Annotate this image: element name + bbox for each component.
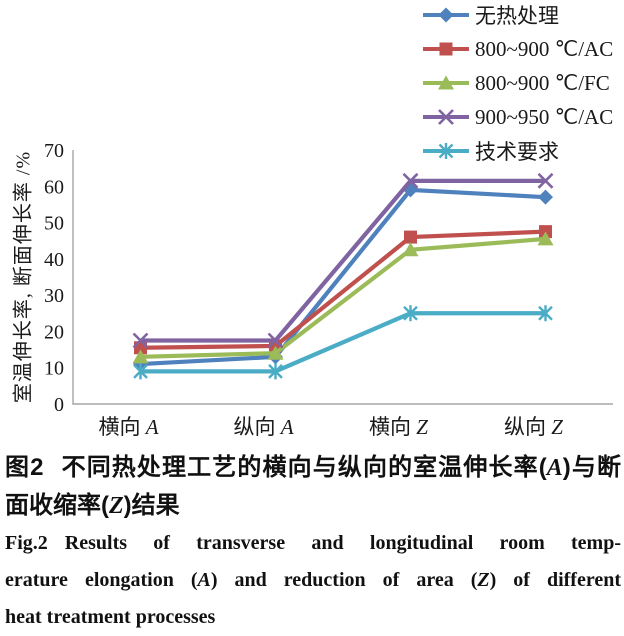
caption-text-segment: A [546, 455, 563, 481]
caption-en-line1: Fig.2 Results of transverse and longitudi… [5, 525, 621, 562]
caption-en-line3: heat treatment processes [5, 599, 621, 636]
y-tick-label: 10 [44, 358, 64, 380]
y-tick-label: 70 [44, 140, 64, 162]
x-tick-label: 纵向 A [233, 415, 293, 439]
triangle-marker-icon [423, 75, 469, 90]
caption-text-segment: 面收缩率( [5, 492, 109, 519]
diamond-marker-icon [423, 7, 469, 23]
y-axis-title: 室温伸长率, 断面伸长率 /% [12, 150, 35, 404]
y-tick-label: 60 [44, 176, 64, 198]
legend-item: 800~900 ℃/AC [422, 36, 613, 62]
caption-text-segment: 不同热处理工艺的横向与纵向的室温伸长率( [60, 454, 547, 481]
y-tick-label: 50 [44, 213, 64, 235]
legend-label: 无热处理 [475, 4, 559, 28]
asterisk-marker-icon [423, 143, 469, 159]
caption-zh-line2: 面收缩率(Z)结果 [5, 487, 621, 525]
caption-en-line2: erature elongation (A) and reduction of … [5, 562, 621, 599]
legend-label: 技术要求 [475, 140, 559, 164]
caption-text-segment: A [197, 569, 211, 591]
y-tick-label: 0 [54, 394, 64, 416]
series-triangle [132, 231, 554, 364]
square-marker-icon [423, 42, 469, 56]
x-tick-label: 横向 Z [369, 415, 428, 439]
figure-caption: 图2 不同热处理工艺的横向与纵向的室温伸长率(A)与断 面收缩率(Z)结果 Fig.2… [5, 449, 621, 636]
caption-text-segment: ) of different [489, 569, 621, 591]
legend-item: 800~900 ℃/FC [422, 70, 613, 96]
caption-text-segment: erature elongation ( [5, 569, 198, 591]
legend-label: 800~900 ℃/FC [475, 70, 610, 95]
legend-item: 技术要求 [422, 138, 613, 164]
caption-text-segment: Results of transverse and longitudinal r… [64, 532, 621, 554]
caption-text-segment: )结果 [123, 492, 180, 519]
legend-item: 无热处理 [422, 2, 613, 28]
x-tick-label: 纵向 Z [504, 415, 563, 439]
axis-lines [72, 150, 613, 405]
y-tick-label: 20 [44, 321, 64, 343]
caption-text-segment: heat treatment processes [5, 606, 216, 628]
caption-text-segment: Fig.2 [5, 532, 48, 554]
legend-label: 800~900 ℃/AC [475, 36, 614, 61]
caption-text-segment: )与断 [562, 454, 621, 481]
caption-text-segment: Z [477, 569, 490, 591]
x-tick-label: 横向 A [98, 415, 158, 439]
plot-area: 0 10 20 30 40 50 60 70 横向 A 纵向 A 横向 Z 纵向 Z [44, 140, 613, 439]
caption-zh-line1: 图2 不同热处理工艺的横向与纵向的室温伸长率(A)与断 [5, 449, 621, 487]
legend-item: 900~950 ℃/AC [422, 104, 613, 130]
x-marker-icon [423, 109, 469, 125]
legend-label: 900~950 ℃/AC [475, 104, 614, 129]
y-tick-label: 40 [44, 249, 64, 271]
caption-text-segment: ) and reduction of area ( [210, 569, 478, 591]
series-asterisk [133, 305, 553, 380]
caption-text-segment: 图2 [5, 454, 44, 481]
series-x [132, 172, 554, 349]
y-tick-label: 30 [44, 285, 64, 307]
chart-legend: 无热处理 800~900 ℃/AC 800~900 ℃/FC 900~950 ℃/AC… [422, 2, 613, 172]
line-chart: 0 10 20 30 40 50 60 70 横向 A 纵向 A 横向 Z 纵向 Z 室温伸长率, 断… [12, 2, 614, 439]
caption-text-segment: Z [109, 493, 124, 519]
